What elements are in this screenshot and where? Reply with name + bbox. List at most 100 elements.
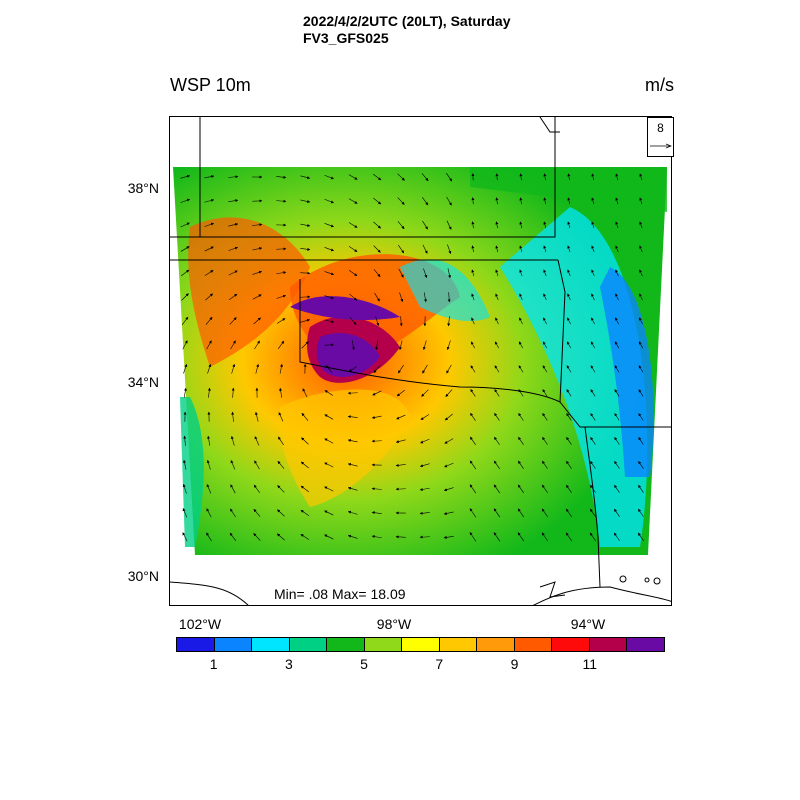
wind-vector bbox=[205, 316, 213, 325]
wind-vector bbox=[204, 175, 215, 179]
wind-vector bbox=[300, 199, 311, 203]
wind-vector bbox=[420, 438, 430, 444]
wind-vector bbox=[591, 293, 595, 301]
wind-vector bbox=[542, 436, 548, 445]
wind-vector bbox=[615, 197, 619, 205]
wind-vector bbox=[589, 532, 596, 542]
wind-vector bbox=[252, 270, 263, 275]
colorbar-tick-label: 5 bbox=[360, 656, 368, 672]
wind-vector bbox=[204, 198, 215, 203]
wind-vector bbox=[614, 389, 620, 397]
wind-vector bbox=[351, 340, 355, 351]
wind-vector bbox=[375, 340, 379, 351]
wind-vector bbox=[542, 413, 548, 421]
wind-vector bbox=[444, 462, 454, 468]
wind-vector bbox=[638, 532, 644, 541]
wind-vector bbox=[348, 246, 358, 252]
wind-vector bbox=[614, 460, 620, 469]
wind-vector bbox=[566, 341, 572, 349]
wind-vector bbox=[614, 508, 620, 517]
wind-vector bbox=[446, 220, 452, 230]
wind-vector bbox=[399, 340, 403, 351]
wind-vector bbox=[276, 175, 287, 179]
wind-vector bbox=[495, 293, 499, 301]
wind-vector bbox=[615, 293, 619, 301]
wind-vector bbox=[446, 364, 452, 374]
wind-vector bbox=[180, 198, 191, 203]
wind-vector bbox=[517, 484, 524, 494]
wind-vector bbox=[542, 389, 548, 397]
wind-vector bbox=[182, 340, 188, 350]
wind-vector bbox=[206, 459, 211, 470]
wind-vector bbox=[517, 532, 525, 542]
wind-vector bbox=[325, 365, 333, 373]
wind-vector bbox=[181, 316, 189, 325]
colorbar-swatch bbox=[627, 638, 664, 651]
wind-vector bbox=[541, 484, 548, 494]
wind-vector bbox=[639, 197, 643, 205]
wind-vector bbox=[638, 437, 644, 445]
colorbar-swatch bbox=[364, 638, 403, 651]
wind-vector bbox=[419, 487, 430, 491]
wind-vector bbox=[567, 317, 571, 325]
wind-vector bbox=[276, 294, 287, 299]
wind-vector bbox=[469, 460, 477, 470]
wind-vector bbox=[395, 463, 406, 467]
wind-vector bbox=[324, 438, 334, 444]
wind-vector bbox=[495, 245, 499, 253]
colorbar-tick-label: 9 bbox=[510, 656, 519, 672]
wind-vector bbox=[395, 535, 406, 539]
wind-vector bbox=[518, 460, 524, 469]
wind-vector bbox=[371, 535, 382, 539]
wind-vector bbox=[590, 365, 596, 373]
variable-label: WSP 10m bbox=[170, 75, 251, 95]
wind-vector bbox=[230, 340, 236, 350]
wind-vector bbox=[277, 509, 285, 517]
wind-vector bbox=[300, 534, 310, 540]
wind-vector bbox=[542, 341, 548, 349]
wind-vector bbox=[494, 341, 499, 349]
wind-vector bbox=[567, 245, 571, 253]
wind-vector bbox=[423, 292, 427, 303]
title-line-1: 2022/4/2/2UTC (20LT), Saturday bbox=[303, 13, 511, 29]
wind-vector bbox=[183, 363, 188, 374]
wind-vector bbox=[278, 412, 284, 422]
wind-vector bbox=[228, 270, 238, 276]
wind-vector bbox=[324, 247, 335, 252]
wind-vector bbox=[519, 221, 523, 229]
wind-vector bbox=[566, 460, 572, 469]
wind-vector bbox=[495, 317, 499, 325]
wind-vector bbox=[495, 269, 499, 277]
map-title: 2022/4/2/2UTC (20LT), Saturday FV3_GFS02… bbox=[303, 13, 510, 47]
wind-vector bbox=[373, 197, 382, 205]
wind-vector bbox=[375, 316, 380, 327]
wind-vector bbox=[542, 365, 548, 373]
colorbar-swatch bbox=[214, 638, 253, 651]
wind-vector bbox=[518, 341, 524, 349]
wind-vector bbox=[300, 247, 311, 251]
wind-vector bbox=[495, 221, 499, 229]
wind-vector bbox=[183, 435, 187, 446]
wind-vector bbox=[302, 388, 308, 398]
wind-vector bbox=[324, 295, 335, 300]
wind-vector bbox=[398, 364, 404, 374]
wind-vector bbox=[301, 412, 309, 421]
colorbar-swatch bbox=[552, 638, 590, 651]
wind-vector bbox=[254, 340, 260, 350]
wind-vector bbox=[638, 389, 644, 397]
wind-vector bbox=[422, 244, 428, 254]
wind-vector bbox=[183, 459, 187, 470]
wind-vector bbox=[469, 532, 477, 542]
wind-vector bbox=[254, 411, 259, 422]
wind-vector bbox=[589, 508, 596, 518]
wind-vector bbox=[180, 174, 191, 179]
wind-vector bbox=[590, 389, 596, 397]
wind-vector bbox=[519, 197, 523, 205]
wind-vector bbox=[421, 173, 429, 182]
wind-vector bbox=[276, 271, 287, 275]
wind-vector bbox=[471, 341, 475, 349]
wind-vector bbox=[348, 198, 358, 204]
wind-vector bbox=[543, 317, 547, 325]
wind-vector bbox=[543, 245, 547, 253]
wind-vector bbox=[276, 199, 287, 203]
